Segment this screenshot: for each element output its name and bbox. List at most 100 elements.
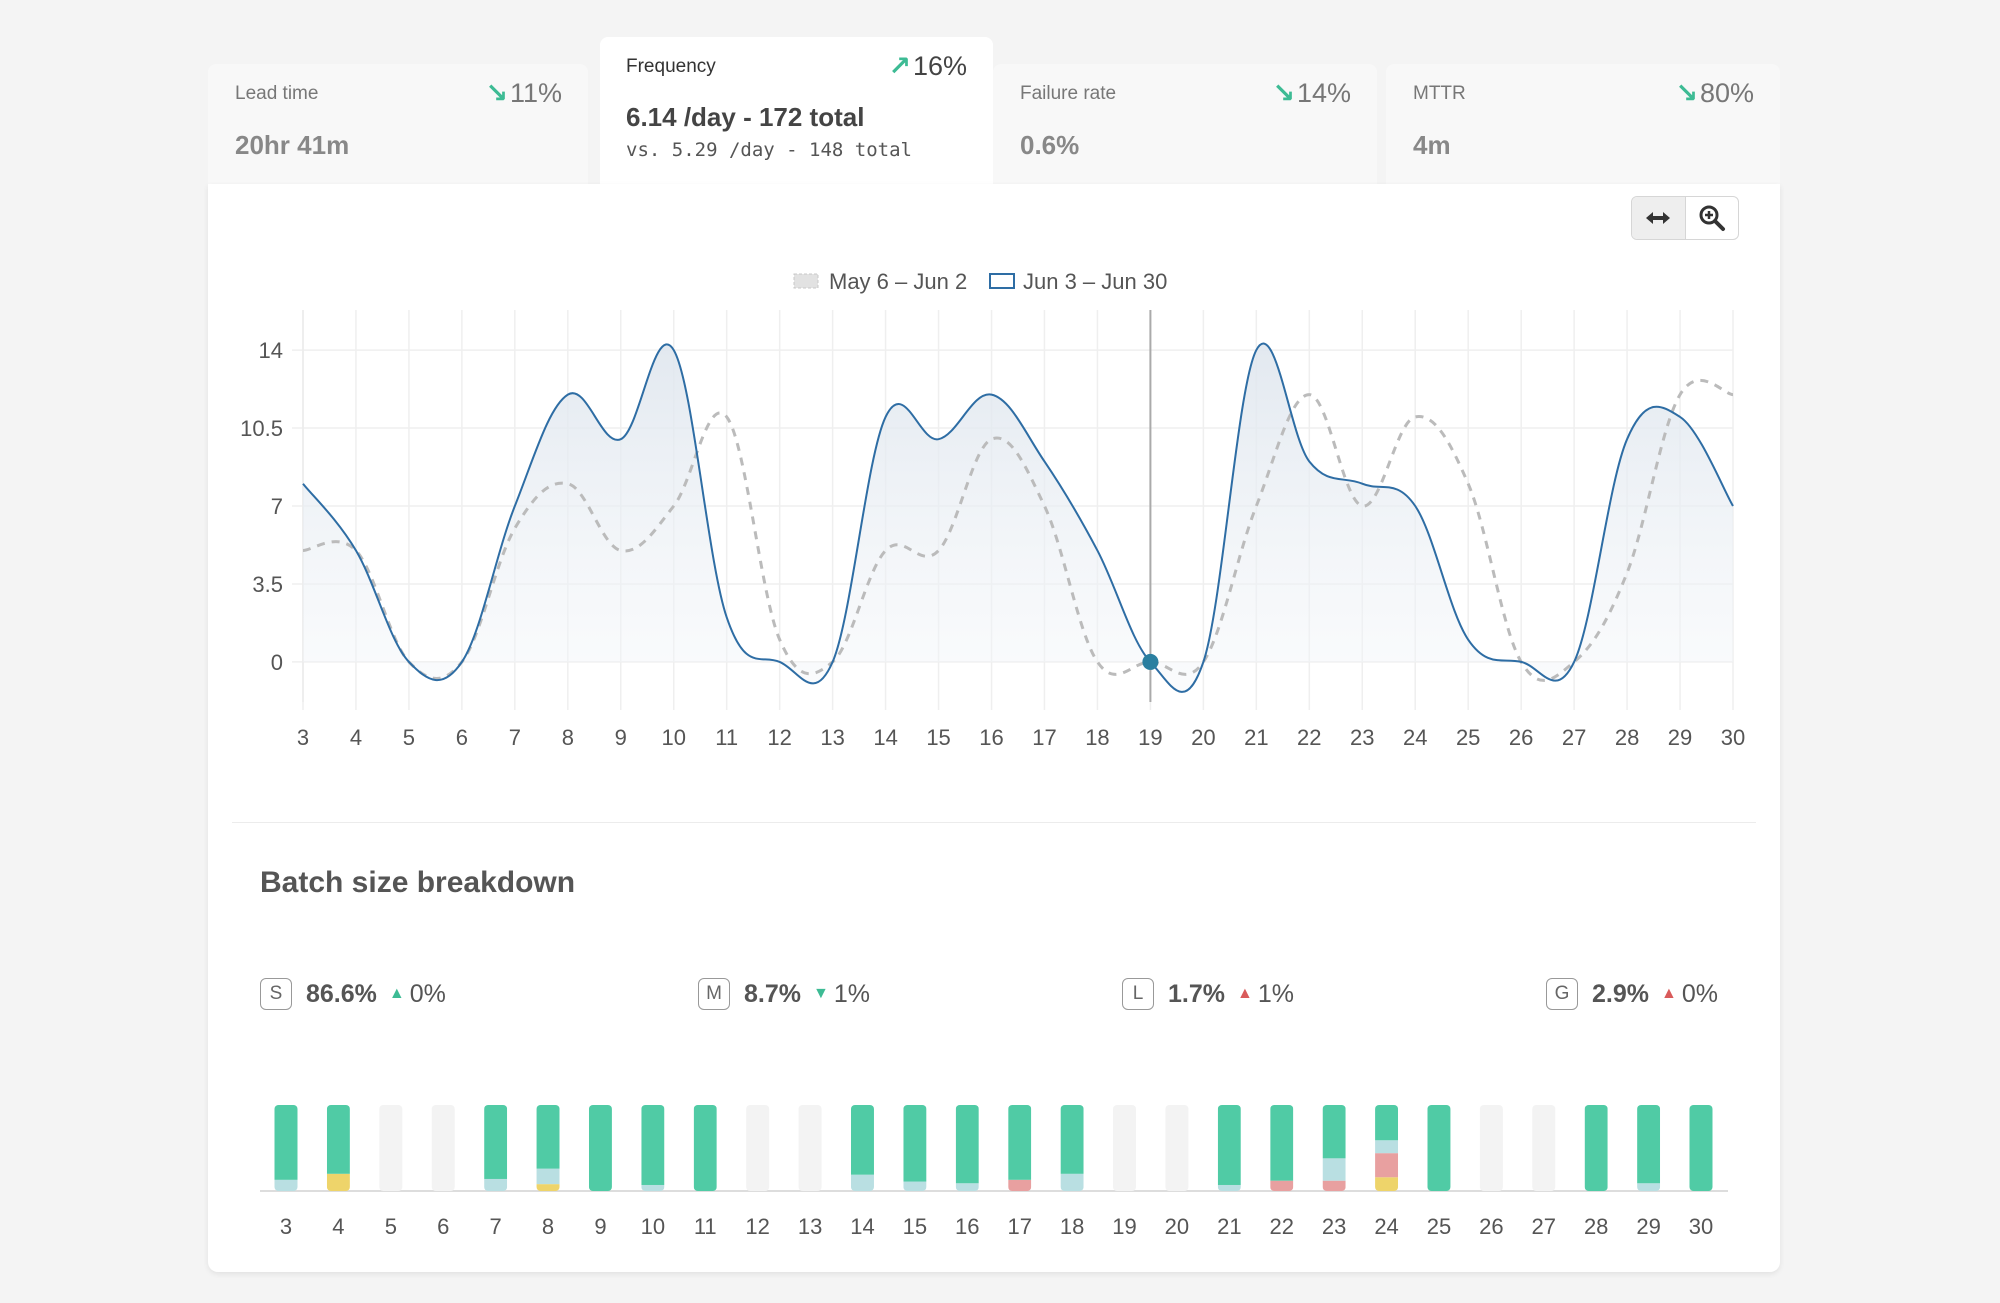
bar-segment-small [1689,1105,1713,1191]
trend-down-icon: ↘ [485,78,508,108]
bar-category-label: 24 [1374,1214,1398,1239]
bar-stack[interactable] [1532,1105,1556,1191]
x-tick-label: 10 [661,725,685,750]
bar-segment-large [1270,1180,1294,1191]
tab-frequency[interactable]: Frequency ↗16% 6.14 /day - 172 total vs.… [600,37,993,184]
frequency-line-chart: May 6 – Jun 2 Jun 3 – Jun 30 0 3.5 7 10.5 14… [240,269,1745,750]
bar-category-label: 30 [1689,1214,1713,1239]
bar-stack[interactable] [1060,1105,1084,1191]
bar-empty [379,1105,403,1191]
bar-stack[interactable] [1479,1105,1503,1191]
bar-stack[interactable] [1584,1105,1608,1191]
tab-label: Frequency [626,56,716,77]
legend-label-previous: May 6 – Jun 2 [829,269,967,294]
x-tick-label: 19 [1138,725,1162,750]
x-tick-label: 9 [615,725,627,750]
batch-delta-small: 0% [409,979,446,1008]
trend-up-icon: ↗ [888,51,911,81]
bar-stack[interactable] [1217,1105,1241,1191]
x-tick-label: 5 [403,725,415,750]
bar-stack[interactable] [1322,1105,1346,1191]
bar-stack[interactable] [431,1105,455,1191]
legend-label-current: Jun 3 – Jun 30 [1023,269,1167,294]
tab-lead-time[interactable]: Lead time ↘11% 20hr 41m [208,64,588,184]
bar-category-label: 3 [280,1214,292,1239]
x-tick-label: 13 [820,725,844,750]
bar-stack[interactable] [274,1105,298,1191]
bar-category-label: 8 [542,1214,554,1239]
bar-category-label: 23 [1322,1214,1346,1239]
bar-empty [1165,1105,1189,1191]
bar-stack[interactable] [1008,1105,1032,1191]
tab-delta-value: 80% [1699,78,1754,108]
x-tick-label: 30 [1721,725,1745,750]
bar-empty [431,1105,455,1191]
size-badge-giant: G [1546,978,1578,1010]
bar-category-label: 25 [1427,1214,1451,1239]
x-tick-label: 24 [1403,725,1427,750]
bar-stack[interactable] [955,1105,979,1191]
tab-mttr[interactable]: MTTR ↘80% 4m [1386,64,1780,184]
bar-category-label: 29 [1636,1214,1660,1239]
bar-category-label: 27 [1532,1214,1556,1239]
bar-category-label: 9 [594,1214,606,1239]
bar-stack[interactable] [379,1105,403,1191]
bar-stack[interactable] [326,1105,350,1191]
batch-delta-giant: 0% [1681,979,1718,1008]
x-tick-label: 11 [715,725,738,750]
bar-category-label: 5 [385,1214,397,1239]
tab-failure-rate[interactable]: Failure rate ↘14% 0.6% [993,64,1377,184]
bar-stack[interactable] [1637,1105,1661,1191]
bar-segment-small [326,1105,350,1174]
bar-empty [746,1105,770,1191]
bar-segment-giant [326,1173,350,1191]
bar-stack[interactable] [484,1105,508,1191]
bar-stack[interactable] [746,1105,770,1191]
legend-item-previous[interactable]: May 6 – Jun 2 [793,269,967,294]
x-tick-label: 4 [350,725,362,750]
bar-segment-small [1584,1105,1608,1191]
bar-segment-medium [1060,1173,1084,1191]
x-tick-label: 15 [926,725,950,750]
tab-value: 4m [1413,130,1451,160]
size-badge-large: L [1122,978,1154,1010]
size-badge-small: S [260,978,292,1010]
x-tick-label: 18 [1085,725,1109,750]
bar-stack[interactable] [1165,1105,1189,1191]
bar-stack[interactable] [1270,1105,1294,1191]
bar-stack[interactable] [536,1105,560,1191]
bar-segment-giant [536,1184,560,1191]
bar-stack[interactable] [1689,1105,1713,1191]
bar-category-label: 22 [1269,1214,1293,1239]
tab-delta-value: 14% [1296,78,1351,108]
bar-segment-medium [1637,1183,1661,1191]
bar-category-label: 28 [1584,1214,1608,1239]
bar-stack[interactable] [641,1105,665,1191]
tab-delta: ↘11% [485,78,562,109]
bar-segment-small [1008,1105,1032,1180]
y-tick-label: 7 [271,494,283,519]
bar-empty [1113,1105,1137,1191]
bar-stack[interactable] [1427,1105,1451,1191]
tab-value: 0.6% [1020,130,1080,160]
bar-stack[interactable] [693,1105,717,1191]
hover-point[interactable] [1142,653,1159,670]
legend-item-current[interactable]: Jun 3 – Jun 30 [989,269,1167,294]
bar-stack[interactable] [850,1105,874,1191]
bar-category-label: 20 [1165,1214,1189,1239]
bar-stack[interactable] [1113,1105,1137,1191]
bar-stack[interactable] [588,1105,612,1191]
bar-segment-small [850,1105,874,1175]
zoom-button[interactable] [1686,197,1739,239]
bar-segment-small [693,1105,717,1191]
batch-share-large: 1.7% [1168,979,1225,1008]
bar-stack[interactable] [1375,1105,1399,1191]
bar-segment-small [955,1105,979,1184]
bar-category-label: 10 [641,1214,665,1239]
pan-button[interactable] [1632,197,1686,239]
bar-segment-medium [955,1183,979,1191]
bar-segment-medium [1375,1140,1399,1154]
tab-comparison: vs. 5.29 /day - 148 total [626,139,912,161]
bar-stack[interactable] [798,1105,822,1191]
bar-stack[interactable] [903,1105,927,1191]
